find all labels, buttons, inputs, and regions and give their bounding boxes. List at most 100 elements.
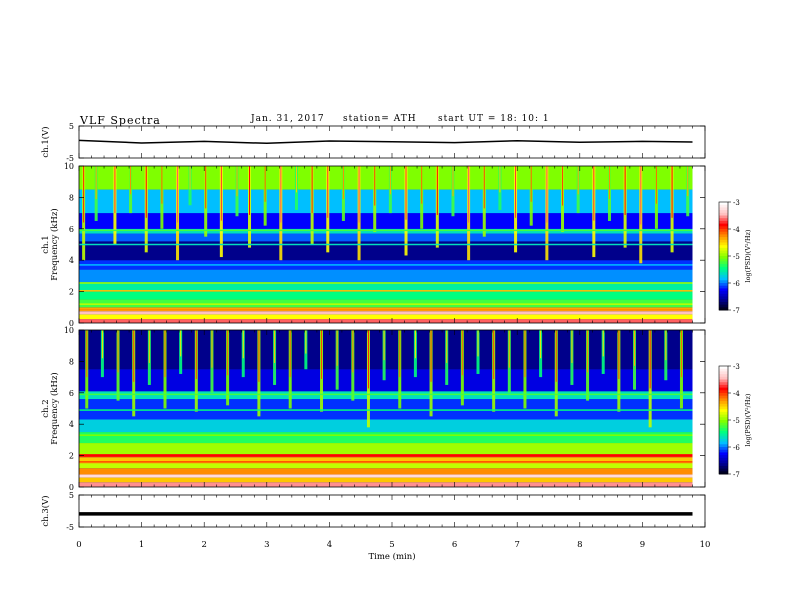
- colorbar-tick-label: -4: [733, 226, 740, 234]
- y-tick-label: 4: [69, 420, 74, 429]
- sferic-core: [687, 166, 689, 197]
- colorbar-segment: [719, 393, 728, 397]
- frequency-band: [79, 213, 693, 229]
- colorbar-segment: [719, 242, 728, 246]
- sferic-core: [114, 166, 116, 214]
- sferic-core: [461, 330, 463, 376]
- y-tick-label: 4: [69, 256, 74, 265]
- ch3-waveform-panel: 5 -5 ch.3(V) 0 1 2 3 4 5 6 7 8 9 10 Time (min): [40, 491, 710, 562]
- frequency-band: [79, 369, 693, 392]
- spectral-line: [79, 303, 693, 305]
- sferic-core: [587, 330, 589, 373]
- colorbar-segment: [719, 398, 728, 402]
- colorbar-segment: [719, 291, 728, 295]
- sferic-core: [220, 166, 222, 221]
- start-time-label: start UT = 18: 10: 1: [438, 114, 550, 124]
- x-tick-label: 10: [700, 540, 711, 550]
- sferic-core: [295, 166, 297, 193]
- station-label: station= ATH: [343, 114, 417, 124]
- colorbar-segment: [719, 247, 728, 252]
- colorbar-segment: [719, 261, 728, 265]
- sferic-core: [148, 330, 150, 363]
- colorbar-segment: [719, 207, 728, 211]
- ch1-spectrogram-panel: -3 -4 -5 -6 -7 log(PSD)(V²/Hz) 0 2 4 6 8 10 ch.1 Freq…: [41, 162, 752, 328]
- sferic-core: [264, 166, 266, 202]
- y-tick-label: 6: [69, 389, 74, 398]
- colorbar-segment: [719, 202, 728, 206]
- frequency-band: [79, 314, 693, 320]
- colorbar-segment: [719, 422, 728, 426]
- sferic-core: [540, 330, 542, 359]
- x-tick-label: 5: [389, 540, 394, 550]
- sferic-core: [280, 166, 282, 223]
- sferic-core: [624, 166, 626, 215]
- colorbar-segment: [719, 449, 728, 453]
- frequency-band: [79, 241, 693, 261]
- colorbar-segment: [719, 212, 728, 216]
- sferic-core: [311, 166, 313, 214]
- frequency-band: [79, 166, 693, 190]
- frequency-band: [79, 391, 693, 400]
- colorbar-segment: [719, 226, 728, 230]
- spectral-line: [79, 308, 693, 311]
- colorbar-segment: [719, 420, 728, 424]
- sferic-core: [546, 166, 548, 223]
- spectral-line: [79, 229, 693, 232]
- colorbar-segment: [719, 471, 728, 475]
- colorbar-segment: [719, 374, 728, 378]
- colorbar-tick-label: -4: [733, 390, 740, 398]
- sferic-core: [374, 166, 376, 206]
- y-tick-label: 2: [69, 288, 74, 297]
- sferic-core: [634, 330, 636, 366]
- colorbar-segment: [719, 304, 728, 308]
- sferic-core: [101, 330, 103, 359]
- y-tick-label: 10: [64, 162, 74, 171]
- sferic-core: [468, 166, 470, 223]
- colorbar-segment: [719, 237, 728, 241]
- sferic-core: [477, 330, 479, 357]
- colorbar-segment: [719, 272, 728, 276]
- frequency-band: [79, 233, 693, 242]
- colorbar-tick-label: -7: [733, 471, 740, 479]
- y-tick-label: 2: [69, 452, 74, 461]
- colorbar-segment: [719, 465, 728, 470]
- spectral-line: [79, 475, 693, 477]
- x-tick-label: 4: [327, 540, 332, 550]
- sferic-core: [593, 166, 595, 221]
- colorbar-segment: [719, 417, 728, 421]
- sferic-core: [86, 330, 88, 378]
- colorbar-segment: [719, 280, 728, 284]
- colorbar-label: log(PSD)(V²/Hz): [744, 229, 752, 282]
- frequency-band: [79, 330, 693, 370]
- sferic-core: [430, 330, 432, 382]
- frequency-band: [79, 468, 693, 475]
- colorbar-segment: [719, 264, 728, 268]
- spectral-line: [79, 264, 693, 266]
- sferic-core: [414, 330, 416, 359]
- sferic-core: [95, 166, 97, 199]
- sferic-core: [671, 166, 673, 218]
- sferic-core: [161, 166, 163, 204]
- sferic-core: [421, 166, 423, 204]
- y-tick-label: 8: [69, 193, 74, 202]
- sferic-core: [358, 166, 360, 223]
- colorbar-segment: [719, 406, 728, 410]
- sferic-core: [524, 330, 526, 378]
- colorbar-segment: [719, 428, 728, 432]
- sferic-core: [327, 166, 329, 218]
- colorbar-segment: [719, 379, 728, 383]
- colorbar-segment: [719, 229, 728, 233]
- colorbar-segment: [719, 215, 728, 219]
- spectral-line: [79, 409, 693, 411]
- colorbar: -3 -4 -5 -6 -7 log(PSD)(V²/Hz): [718, 363, 752, 479]
- sferic-core: [352, 330, 354, 373]
- sferic-core: [195, 330, 197, 379]
- sferic-core: [618, 330, 620, 379]
- sferic-core: [515, 166, 517, 218]
- colorbar-segment: [719, 283, 728, 287]
- frequency-band: [79, 189, 693, 214]
- sferic-core: [680, 330, 682, 378]
- y-tick-label: 8: [69, 357, 74, 366]
- frequency-band: [79, 282, 693, 291]
- colorbar-segment: [719, 293, 728, 297]
